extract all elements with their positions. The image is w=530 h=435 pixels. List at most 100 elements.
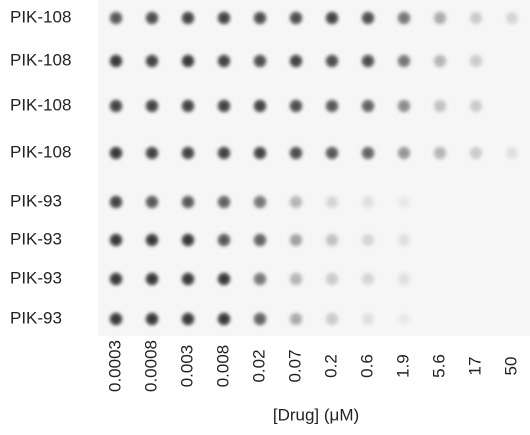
- row-label: PIK-108: [10, 95, 71, 114]
- dot: [362, 100, 375, 113]
- dot: [470, 196, 483, 209]
- dot: [290, 55, 303, 68]
- row-label: PIK-93: [10, 191, 62, 210]
- dot: [110, 313, 123, 326]
- column-label: 0.0003: [105, 340, 124, 392]
- dot: [182, 313, 195, 326]
- dot: [506, 12, 519, 25]
- dot: [110, 147, 123, 160]
- membrane: [98, 0, 530, 336]
- dot: [506, 55, 519, 68]
- dot: [362, 234, 375, 247]
- dot: [110, 100, 123, 113]
- dot: [254, 234, 267, 247]
- dot: [146, 12, 159, 25]
- column-label: 1.9: [393, 354, 412, 378]
- column-label: 50: [501, 357, 520, 376]
- dot: [470, 100, 483, 113]
- dot: [326, 55, 339, 68]
- column-label: 17: [465, 357, 484, 376]
- dot: [110, 196, 123, 209]
- dot: [470, 273, 483, 286]
- dot: [326, 273, 339, 286]
- dot: [398, 147, 411, 160]
- dot: [110, 234, 123, 247]
- dot: [218, 12, 231, 25]
- dot: [290, 273, 303, 286]
- dot: [398, 313, 411, 326]
- dot: [146, 147, 159, 160]
- dot: [290, 147, 303, 160]
- dot: [362, 147, 375, 160]
- dot: [254, 100, 267, 113]
- dot: [326, 234, 339, 247]
- dot: [182, 55, 195, 68]
- dot: [182, 100, 195, 113]
- dot: [362, 55, 375, 68]
- dot: [326, 147, 339, 160]
- column-label: 0.07: [285, 349, 304, 382]
- column-label: 5.6: [429, 354, 448, 378]
- dot: [182, 147, 195, 160]
- dot: [146, 313, 159, 326]
- dot: [254, 12, 267, 25]
- dot: [506, 100, 519, 113]
- dot: [218, 273, 231, 286]
- dot: [434, 273, 447, 286]
- dot: [470, 55, 483, 68]
- column-label: 0.003: [177, 345, 196, 388]
- dot: [434, 313, 447, 326]
- dot: [146, 273, 159, 286]
- dot: [506, 234, 519, 247]
- dot: [506, 313, 519, 326]
- dot: [146, 55, 159, 68]
- dot: [218, 147, 231, 160]
- dot: [110, 273, 123, 286]
- dot: [254, 55, 267, 68]
- dot: [434, 147, 447, 160]
- dot: [398, 100, 411, 113]
- row-label: PIK-93: [10, 229, 62, 248]
- column-label: 0.2: [321, 354, 340, 378]
- dot: [290, 100, 303, 113]
- dot: [398, 12, 411, 25]
- column-label: 0.008: [213, 345, 232, 388]
- dot: [182, 12, 195, 25]
- dot: [218, 196, 231, 209]
- dot: [470, 234, 483, 247]
- dot: [326, 12, 339, 25]
- column-label: 0.0008: [141, 340, 160, 392]
- dot: [290, 234, 303, 247]
- dot: [506, 273, 519, 286]
- dot: [362, 273, 375, 286]
- dot: [362, 313, 375, 326]
- dot: [254, 313, 267, 326]
- x-axis-label: [Drug] (μM): [273, 405, 359, 424]
- dot: [218, 313, 231, 326]
- dot: [434, 234, 447, 247]
- row-label: PIK-93: [10, 268, 62, 287]
- dot: [362, 196, 375, 209]
- dot: [434, 55, 447, 68]
- dot: [398, 55, 411, 68]
- dot: [254, 147, 267, 160]
- dot: [218, 234, 231, 247]
- dot: [434, 100, 447, 113]
- dot: [182, 196, 195, 209]
- dot: [434, 196, 447, 209]
- dot: [254, 273, 267, 286]
- dot: [398, 273, 411, 286]
- dot: [290, 196, 303, 209]
- column-label: 0.02: [249, 349, 268, 382]
- dot: [110, 55, 123, 68]
- row-label: PIK-108: [10, 142, 71, 161]
- dot: [218, 100, 231, 113]
- dot: [146, 234, 159, 247]
- dot: [218, 55, 231, 68]
- row-label: PIK-108: [10, 7, 71, 26]
- row-label: PIK-108: [10, 50, 71, 69]
- dot: [290, 313, 303, 326]
- dot: [146, 196, 159, 209]
- dot: [470, 12, 483, 25]
- dot: [326, 196, 339, 209]
